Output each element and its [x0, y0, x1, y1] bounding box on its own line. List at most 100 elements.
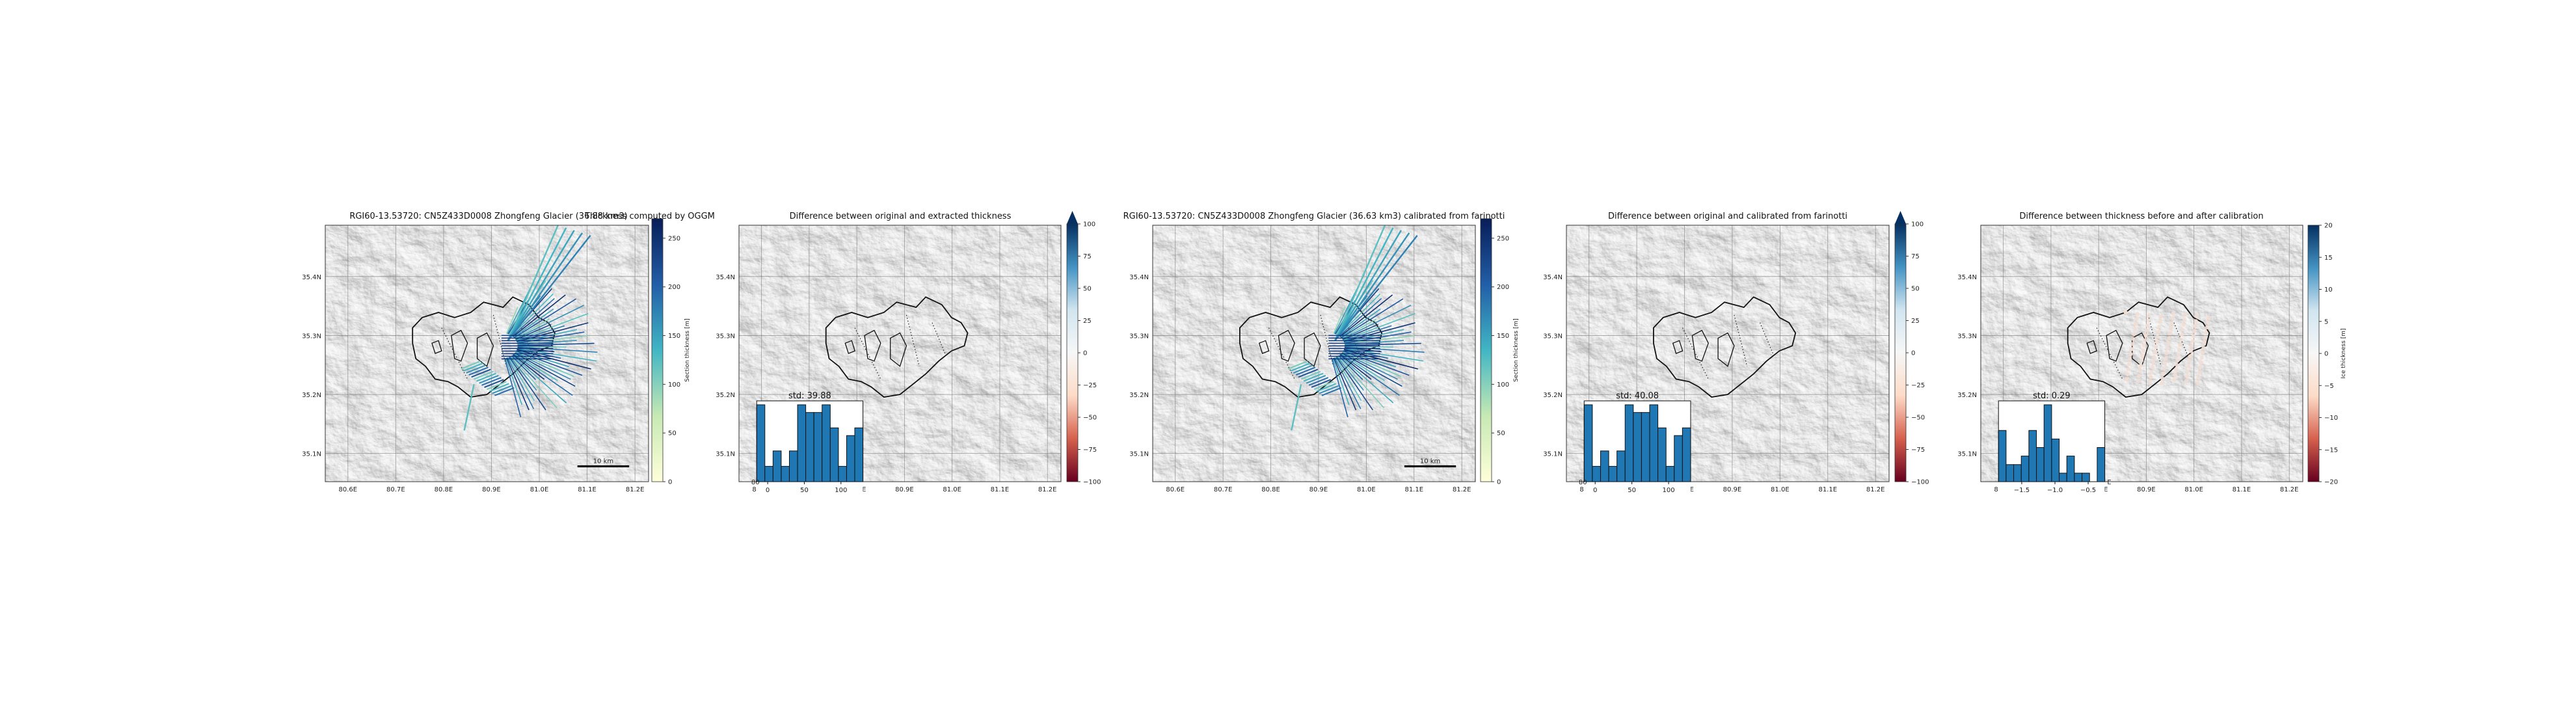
- histogram-bar: [764, 465, 773, 482]
- section-line: [507, 232, 584, 341]
- calib-point: [2123, 310, 2128, 314]
- histogram-bar: [1608, 465, 1618, 482]
- section-line: [510, 355, 557, 409]
- section-line: [468, 366, 489, 376]
- colorbar-tick-label: 200: [668, 284, 680, 291]
- panel-title: Difference between original and extracte…: [790, 212, 1012, 221]
- section-line: [484, 379, 504, 388]
- calib-point: [2199, 355, 2204, 360]
- section-line: [1341, 353, 1385, 381]
- calib-point: [2155, 335, 2160, 339]
- section-line: [1335, 357, 1362, 402]
- histogram-bar: [1674, 435, 1683, 482]
- lon-tick-label: 80.9E: [1309, 486, 1328, 493]
- section-line: [506, 357, 530, 411]
- section-line: [1344, 331, 1412, 344]
- calib-point: [2149, 370, 2154, 374]
- colorbar-3: 0 50 100 150 200 250 Section thickness [m]: [1480, 218, 1520, 486]
- lat-tick-label: 35.2N: [1129, 392, 1149, 399]
- inset-tick-label: 50: [1628, 487, 1636, 494]
- colorbar-tick-label: −10: [2324, 415, 2338, 422]
- colorbar-tick-label: 50: [668, 430, 677, 437]
- calib-point: [2132, 332, 2136, 337]
- lon-tick-label: 80.6E: [1166, 486, 1185, 493]
- histogram-bar: [2097, 447, 2106, 482]
- histogram-bar: [1657, 427, 1667, 482]
- panel-title: RGI60-13.53720: CN5Z433D0008 Zhongfeng G…: [1123, 212, 1505, 221]
- map-axes-0: 80.6E 80.7E 80.8E 80.9E 81.0E 81.1E 81.2E 35.4N…: [302, 225, 649, 493]
- section-line: [476, 372, 496, 382]
- lon-tick-label: 81.2E: [626, 486, 645, 493]
- lat-tick-label: 35.1N: [716, 451, 735, 458]
- axes-frame: [1152, 225, 1476, 482]
- calib-point: [2169, 321, 2174, 325]
- calib-point: [2193, 324, 2197, 328]
- histogram-bar: [1998, 430, 2007, 482]
- histogram-bar: [2059, 473, 2067, 482]
- section-line: [481, 377, 502, 386]
- calib-point: [2146, 318, 2151, 323]
- colorbar-tick-label: 150: [1497, 333, 1509, 340]
- lon-tick-label: 81.0E: [530, 486, 549, 493]
- colorbar-tick-label: 100: [1083, 221, 1095, 228]
- colorbar-tick-label: 250: [668, 235, 680, 242]
- section-line: [1295, 366, 1316, 376]
- calib-point: [2132, 327, 2137, 331]
- inset-title: std: 0.29: [2033, 391, 2071, 401]
- section-line: [515, 305, 585, 340]
- calib-point: [2125, 372, 2130, 376]
- calib-point: [2183, 312, 2188, 317]
- nunatak-outline: [1304, 332, 1321, 367]
- lon-tick-label: 80.7E: [1214, 486, 1233, 493]
- colorbar-gradient: [2307, 225, 2320, 482]
- inset-tick-label: −1.5: [2014, 487, 2030, 494]
- calib-point: [2166, 346, 2170, 351]
- lat-tick-label: 35.3N: [1957, 333, 1977, 340]
- section-line: [517, 340, 577, 346]
- calib-point: [2141, 348, 2145, 353]
- histogram-bar: [838, 465, 847, 482]
- section-line: [517, 349, 591, 370]
- section-line: [517, 335, 587, 345]
- lat-tick-label: 35.3N: [716, 333, 735, 340]
- histogram-bar: [2013, 464, 2022, 482]
- histogram-bar: [813, 412, 823, 482]
- histogram-bar: [1665, 465, 1675, 482]
- calib-point: [2198, 365, 2203, 370]
- lon-tick-label: 81.0E: [2184, 486, 2203, 493]
- colorbar-tick-label: −15: [2324, 447, 2338, 454]
- nunatak-outline: [476, 332, 494, 367]
- calib-point: [2148, 379, 2153, 384]
- nunatak-outline: [890, 332, 907, 367]
- flowline: [1320, 314, 1334, 366]
- calib-point: [2143, 333, 2148, 338]
- section-line: [1341, 298, 1404, 338]
- section-line: [512, 294, 566, 337]
- axes-frame: [1980, 225, 2303, 482]
- lat-tick-label: 35.3N: [302, 333, 321, 340]
- lon-tick-label: 81.0E: [1771, 486, 1790, 493]
- calib-point: [2181, 322, 2186, 327]
- glacier-outline: [2067, 296, 2210, 398]
- calib-point: [2152, 355, 2156, 359]
- lat-tick-label: 35.2N: [1543, 392, 1563, 399]
- colorbar-tick-label: −75: [1911, 447, 1925, 454]
- calib-point: [2147, 313, 2151, 318]
- colorbar-tick-label: 75: [1083, 253, 1092, 260]
- inset-tick-label: −0.5: [2080, 487, 2096, 494]
- section-line: [509, 356, 537, 391]
- lon-tick-label: 81.1E: [991, 486, 1010, 493]
- calib-point: [2195, 314, 2199, 318]
- section-line: [489, 383, 509, 393]
- histogram-bar: [1682, 427, 1691, 482]
- histogram-inset-4: std: 40.08 0 50 100 80: [1579, 391, 1691, 504]
- calib-point: [2161, 371, 2166, 376]
- section-line: [1333, 307, 1346, 334]
- flowline: [2147, 314, 2162, 366]
- calib-point: [2158, 320, 2162, 324]
- calib-point: [2138, 368, 2142, 373]
- histogram-bar: [2036, 447, 2045, 482]
- section-line: [1336, 356, 1364, 391]
- colorbar-tick-label: 25: [1083, 318, 1092, 325]
- section-line: [1340, 309, 1381, 338]
